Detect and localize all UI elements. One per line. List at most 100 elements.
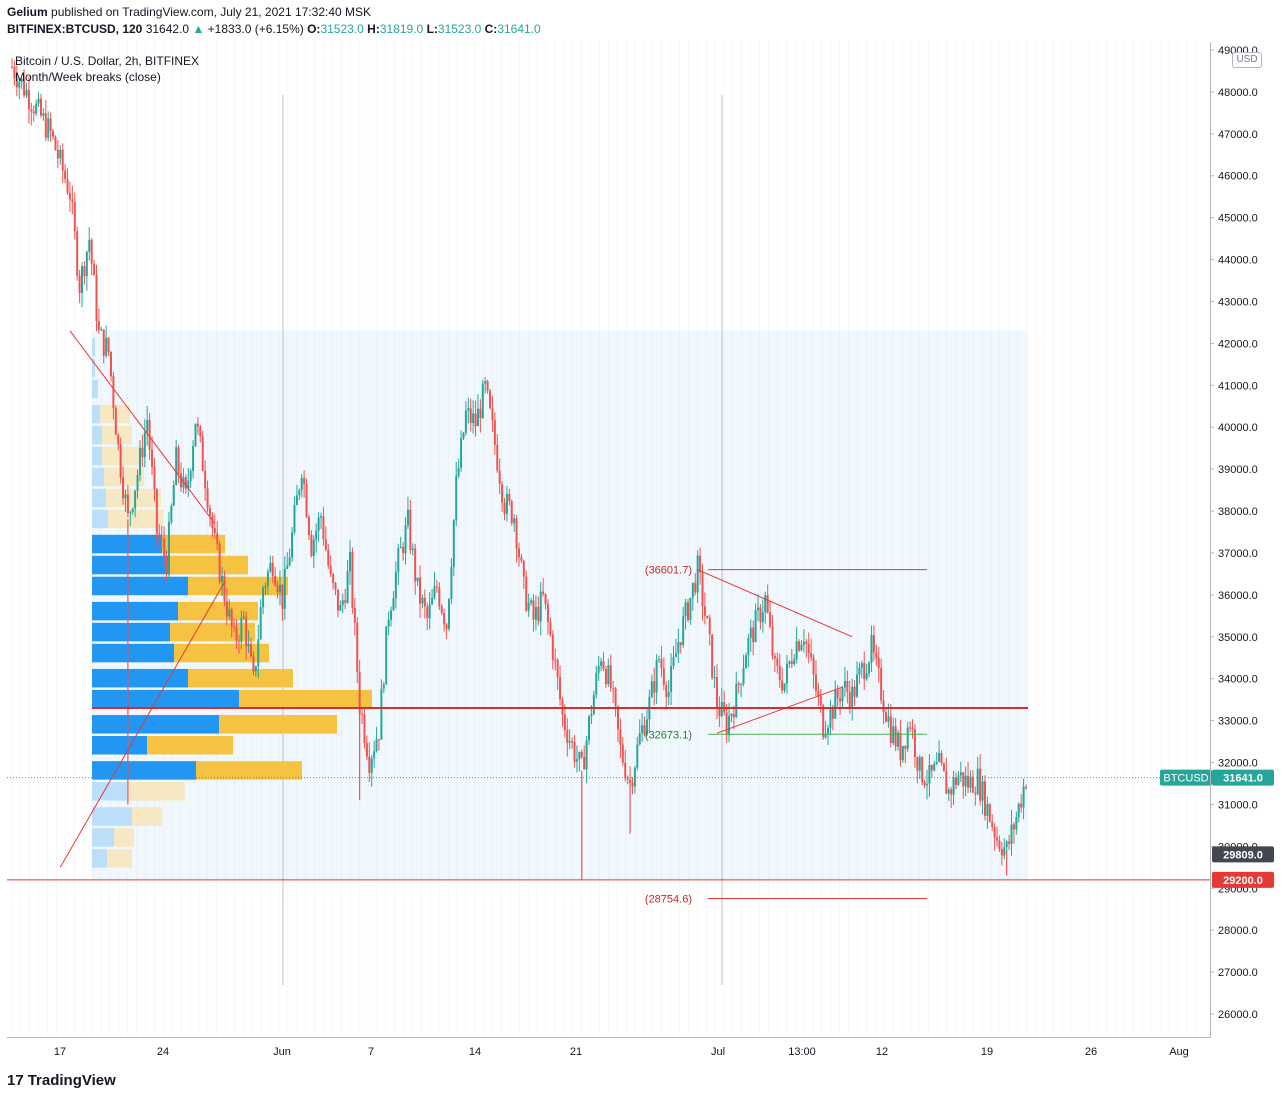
candle-body [554,659,557,661]
candle-body [754,610,757,643]
candle-body [102,329,105,356]
x-tick-label: 19 [981,1046,993,1058]
candle-body [501,484,504,503]
candle-body [563,714,566,730]
candle-body [281,584,284,609]
trendline [697,569,853,638]
candle-body [59,149,62,159]
volume-profile-up-bar [92,643,174,663]
candle-body [349,551,351,572]
candle-body [798,641,801,651]
candle-body [445,624,448,629]
y-tick-label: 34000.0 [1218,674,1258,686]
y-tick-label: 47000.0 [1218,129,1258,141]
candle-body [612,687,615,689]
candle-body [189,470,192,481]
candle-body [588,716,591,741]
candle-body [831,707,834,719]
candle-body [288,557,291,566]
candle-body [491,407,494,421]
candle-body [83,266,86,277]
x-tick-label: Jun [273,1046,291,1058]
candle-body [761,612,764,623]
open-label: O: [307,22,321,36]
candle-body [262,587,265,608]
candle-body [93,263,96,276]
candle-body [56,149,59,159]
candle-body [590,714,593,717]
candle-body [218,544,221,582]
candle-body [682,616,685,646]
candle-body [18,81,21,88]
price-label-value: 29809.0 [1223,849,1263,861]
candle-body [259,607,262,640]
indicator-title[interactable]: Month/Week breaks (close) [15,70,161,84]
candle-body [208,508,211,516]
x-tick-label: 26 [1085,1046,1097,1058]
candle-body [894,726,897,747]
candle-body [467,408,470,411]
candle-body [184,477,187,489]
candle-body [496,444,499,471]
level-label: (28754.6) [645,894,692,906]
candle-body [503,502,506,514]
close-label: C: [484,22,498,36]
candle-body [583,756,586,770]
candle-body [870,635,873,663]
candle-body [440,606,443,613]
candle-body [428,604,431,619]
candle-body [131,508,134,513]
candle-body [25,90,28,96]
candle-body [365,743,368,757]
candle-body [518,548,520,558]
candle-body [812,657,815,675]
candle-body [807,643,810,654]
volume-profile-down-bar [127,782,185,801]
volume-profile-up-bar [92,576,188,596]
candle-body [457,468,460,476]
author-name[interactable]: Gelium [7,5,48,19]
candle-body [397,548,400,573]
candle-body [411,548,414,550]
candle-body [935,761,938,764]
volume-profile-up-bar [92,668,188,688]
candle-body [66,179,69,193]
candle-body [141,447,144,458]
price-label-badge [1212,871,1274,888]
candle-body [153,466,156,490]
candle-body [619,729,622,745]
candle-body [551,634,554,660]
volume-profile-down-bar [104,467,144,487]
volume-profile-down-bar [132,807,162,826]
candle-body [1012,824,1015,830]
candle-body [358,671,361,714]
trendline [69,330,216,524]
candle-body [790,661,793,664]
volume-profile-down-bar [239,689,372,709]
candle-body [242,616,245,619]
candle-body [505,494,508,514]
candle-body [742,668,745,684]
candle-body [269,562,272,572]
currency-badge[interactable]: USD [1232,52,1262,68]
symbol-label[interactable]: BITFINEX:BTCUSD, 120 [7,22,143,36]
candle-body [204,470,207,489]
series-title[interactable]: Bitcoin / U.S. Dollar, 2h, BITFINEX [15,54,200,68]
candle-body [805,641,808,644]
candle-body [295,495,298,506]
candle-body [544,593,547,605]
candle-body [834,690,837,719]
candle-body [773,655,776,659]
candle-body [691,582,694,598]
candle-body [414,548,417,582]
candle-body [631,783,634,787]
candle-body [332,574,335,583]
candle-body [853,686,856,697]
tradingview-logo[interactable]: 17 TradingView [7,1072,116,1089]
candle-body [836,690,839,699]
candle-body [452,520,455,567]
candle-body [998,840,1001,850]
candle-body [926,783,929,786]
